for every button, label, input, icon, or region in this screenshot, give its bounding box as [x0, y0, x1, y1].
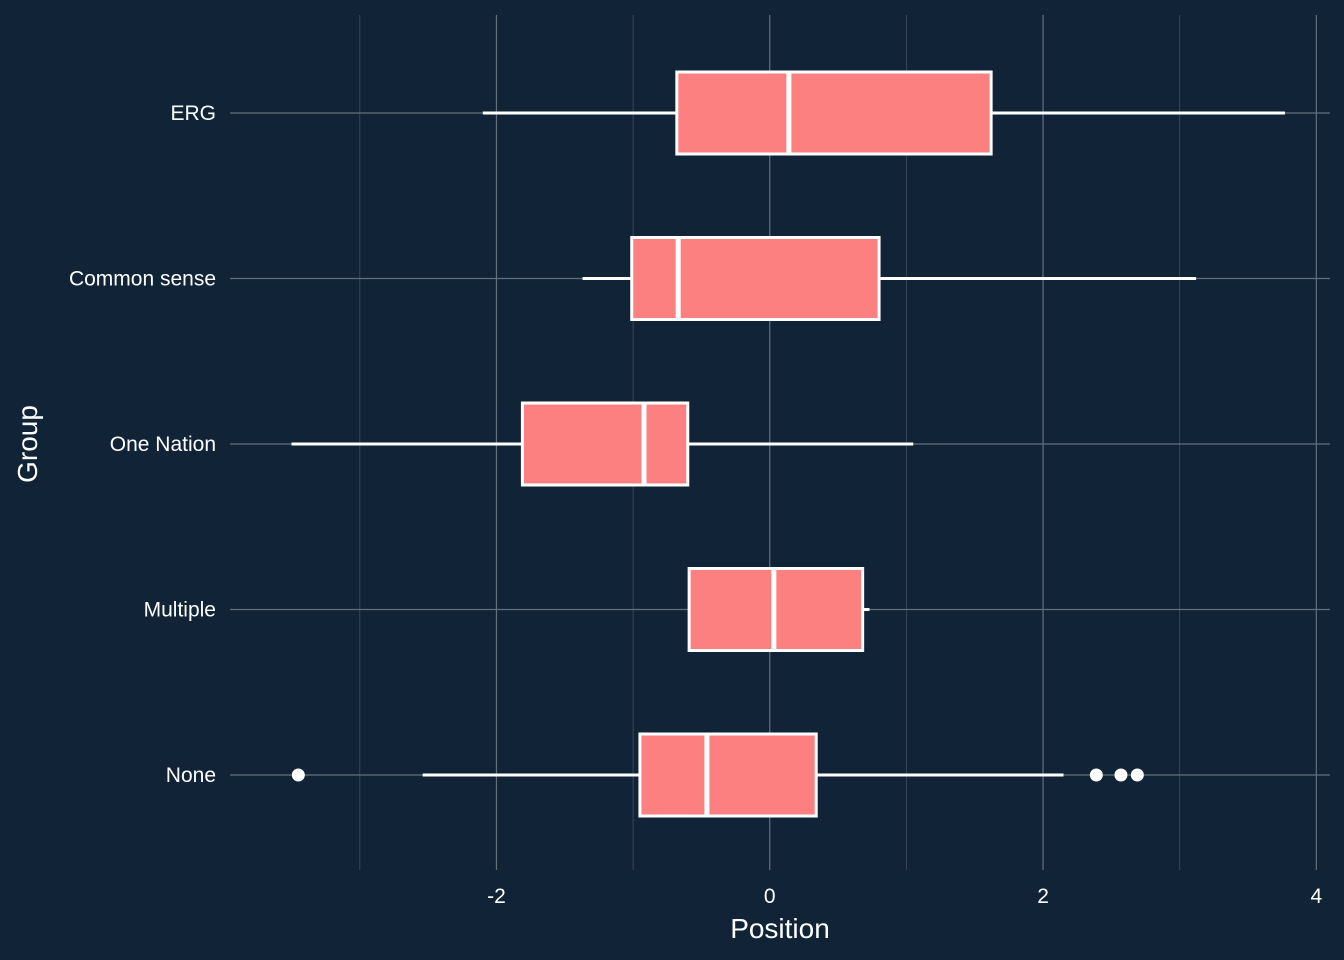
y-tick-label: Common sense — [69, 268, 216, 291]
y-axis-title: Group — [12, 405, 43, 483]
outlier-point — [1114, 768, 1128, 782]
x-tick-label: 0 — [764, 885, 776, 908]
outlier-point — [291, 768, 305, 782]
x-tick-label: 4 — [1310, 885, 1322, 908]
y-tick-label: Multiple — [144, 599, 216, 622]
labels: -2 0 2 4 ERG Common sense One Nation Multiple No… — [69, 102, 1323, 908]
outlier-point — [1089, 768, 1103, 782]
x-tick-label: 2 — [1037, 885, 1049, 908]
y-tick-label: None — [166, 764, 216, 787]
iqr-box — [520, 401, 690, 487]
outlier-point — [1130, 768, 1144, 782]
boxes — [291, 70, 1285, 818]
iqr-box — [630, 236, 881, 321]
iqr-box — [675, 70, 993, 156]
x-axis-title: Position — [730, 913, 830, 944]
x-tick-label: -2 — [487, 885, 506, 908]
iqr-box — [638, 732, 818, 818]
y-tick-label: ERG — [170, 102, 216, 125]
y-tick-label: One Nation — [110, 433, 216, 456]
